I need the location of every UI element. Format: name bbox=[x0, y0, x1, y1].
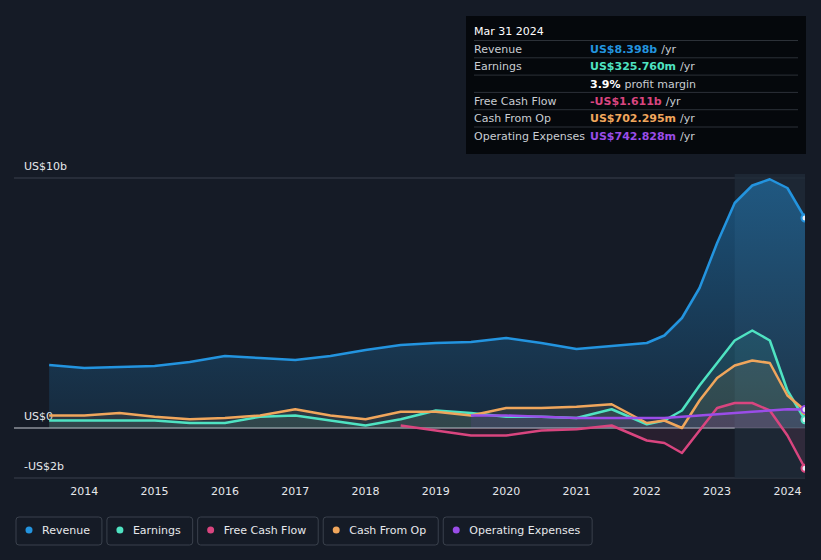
end-marker bbox=[802, 406, 806, 413]
tooltip-unit: profit margin bbox=[625, 78, 697, 91]
tooltip-label: Revenue bbox=[474, 43, 522, 56]
tooltip-box bbox=[466, 16, 806, 154]
series-area bbox=[49, 179, 805, 428]
x-tick-label: 2022 bbox=[633, 485, 661, 498]
legend-label: Revenue bbox=[42, 524, 90, 537]
legend-swatch bbox=[116, 527, 123, 534]
tooltip-label: Cash From Op bbox=[474, 112, 551, 125]
tooltip-label: Earnings bbox=[474, 60, 522, 73]
legend-box bbox=[198, 517, 319, 545]
tooltip-value: US$742.828m bbox=[590, 130, 676, 143]
chart: -US$2b US$0 US$10b 2014 2015 2016 2017 2018 2019… bbox=[0, 0, 821, 560]
tooltip-value: US$8.398b bbox=[590, 43, 657, 56]
series-line bbox=[471, 409, 805, 418]
tooltip-separator bbox=[474, 109, 798, 110]
tooltip-value: -US$1.611b bbox=[590, 95, 662, 108]
series-area bbox=[471, 409, 805, 428]
x-tick-label: 2017 bbox=[281, 485, 309, 498]
tooltip-separator bbox=[474, 40, 798, 41]
tooltip: Mar 31 2024 Revenue US$8.398b/yr Earnings US… bbox=[466, 16, 806, 154]
tooltip-row: 3.9% profit margin bbox=[590, 78, 696, 91]
series-line bbox=[49, 361, 805, 429]
x-tick-label: 2020 bbox=[492, 485, 520, 498]
tooltip-separator bbox=[474, 92, 798, 93]
tooltip-row: -US$1.611b/yr bbox=[590, 95, 681, 108]
legend-swatch bbox=[207, 527, 214, 534]
x-tick-label: 2015 bbox=[141, 485, 169, 498]
tooltip-separator bbox=[474, 127, 798, 128]
x-tick-label: 2024 bbox=[773, 485, 801, 498]
series-area bbox=[49, 361, 805, 429]
tooltip-value: US$325.760m bbox=[590, 60, 676, 73]
tooltip-value: 3.9% bbox=[590, 78, 621, 91]
tooltip-unit: /yr bbox=[661, 43, 676, 56]
background bbox=[0, 0, 821, 560]
tooltip-label: Operating Expenses bbox=[474, 130, 585, 143]
series-area bbox=[49, 331, 805, 429]
legend-item: Free Cash Flow bbox=[198, 517, 319, 545]
legend-label: Operating Expenses bbox=[469, 524, 580, 537]
legend-label: Cash From Op bbox=[349, 524, 426, 537]
series-line bbox=[49, 179, 805, 368]
x-tick-label: 2023 bbox=[703, 485, 731, 498]
y-tick-label: -US$2b bbox=[24, 460, 64, 473]
grid-line bbox=[14, 178, 805, 179]
plot-area bbox=[49, 174, 805, 478]
tooltip-row: US$742.828m/yr bbox=[590, 130, 695, 143]
end-marker bbox=[802, 465, 806, 472]
tooltip-unit: /yr bbox=[680, 112, 695, 125]
x-tick-label: 2016 bbox=[211, 485, 239, 498]
tooltip-unit: /yr bbox=[680, 60, 695, 73]
series-line bbox=[401, 403, 805, 468]
y-tick-label: US$10b bbox=[24, 160, 67, 173]
legend-item: Earnings bbox=[107, 517, 193, 545]
legend-swatch bbox=[26, 527, 33, 534]
tooltip-value: US$702.295m bbox=[590, 112, 676, 125]
grid-line bbox=[14, 478, 805, 479]
tooltip-label: Free Cash Flow bbox=[474, 95, 557, 108]
end-marker bbox=[802, 416, 806, 423]
legend-box bbox=[16, 517, 102, 545]
end-marker bbox=[802, 215, 806, 222]
x-tick-label: 2014 bbox=[70, 485, 98, 498]
tooltip-title: Mar 31 2024 bbox=[474, 25, 544, 38]
tooltip-row: US$8.398b/yr bbox=[590, 43, 676, 56]
legend-label: Free Cash Flow bbox=[224, 524, 307, 537]
tooltip-separator bbox=[474, 75, 798, 76]
tooltip-row: US$325.760m/yr bbox=[590, 60, 695, 73]
tooltip-separator bbox=[474, 57, 798, 58]
x-tick-label: 2019 bbox=[422, 485, 450, 498]
tooltip-row: US$702.295m/yr bbox=[590, 112, 695, 125]
x-tick-label: 2021 bbox=[562, 485, 590, 498]
legend-box bbox=[107, 517, 193, 545]
legend-label: Earnings bbox=[133, 524, 181, 537]
legend-swatch bbox=[453, 527, 460, 534]
legend-box bbox=[323, 517, 438, 545]
tooltip-unit: /yr bbox=[666, 95, 681, 108]
x-tick-label: 2018 bbox=[352, 485, 380, 498]
legend-box bbox=[443, 517, 592, 545]
legend-item: Operating Expenses bbox=[443, 517, 592, 545]
y-tick-label: US$0 bbox=[24, 410, 53, 423]
tooltip-unit: /yr bbox=[680, 130, 695, 143]
legend-swatch bbox=[333, 527, 340, 534]
legend-item: Cash From Op bbox=[323, 517, 438, 545]
legend-item: Revenue bbox=[16, 517, 102, 545]
